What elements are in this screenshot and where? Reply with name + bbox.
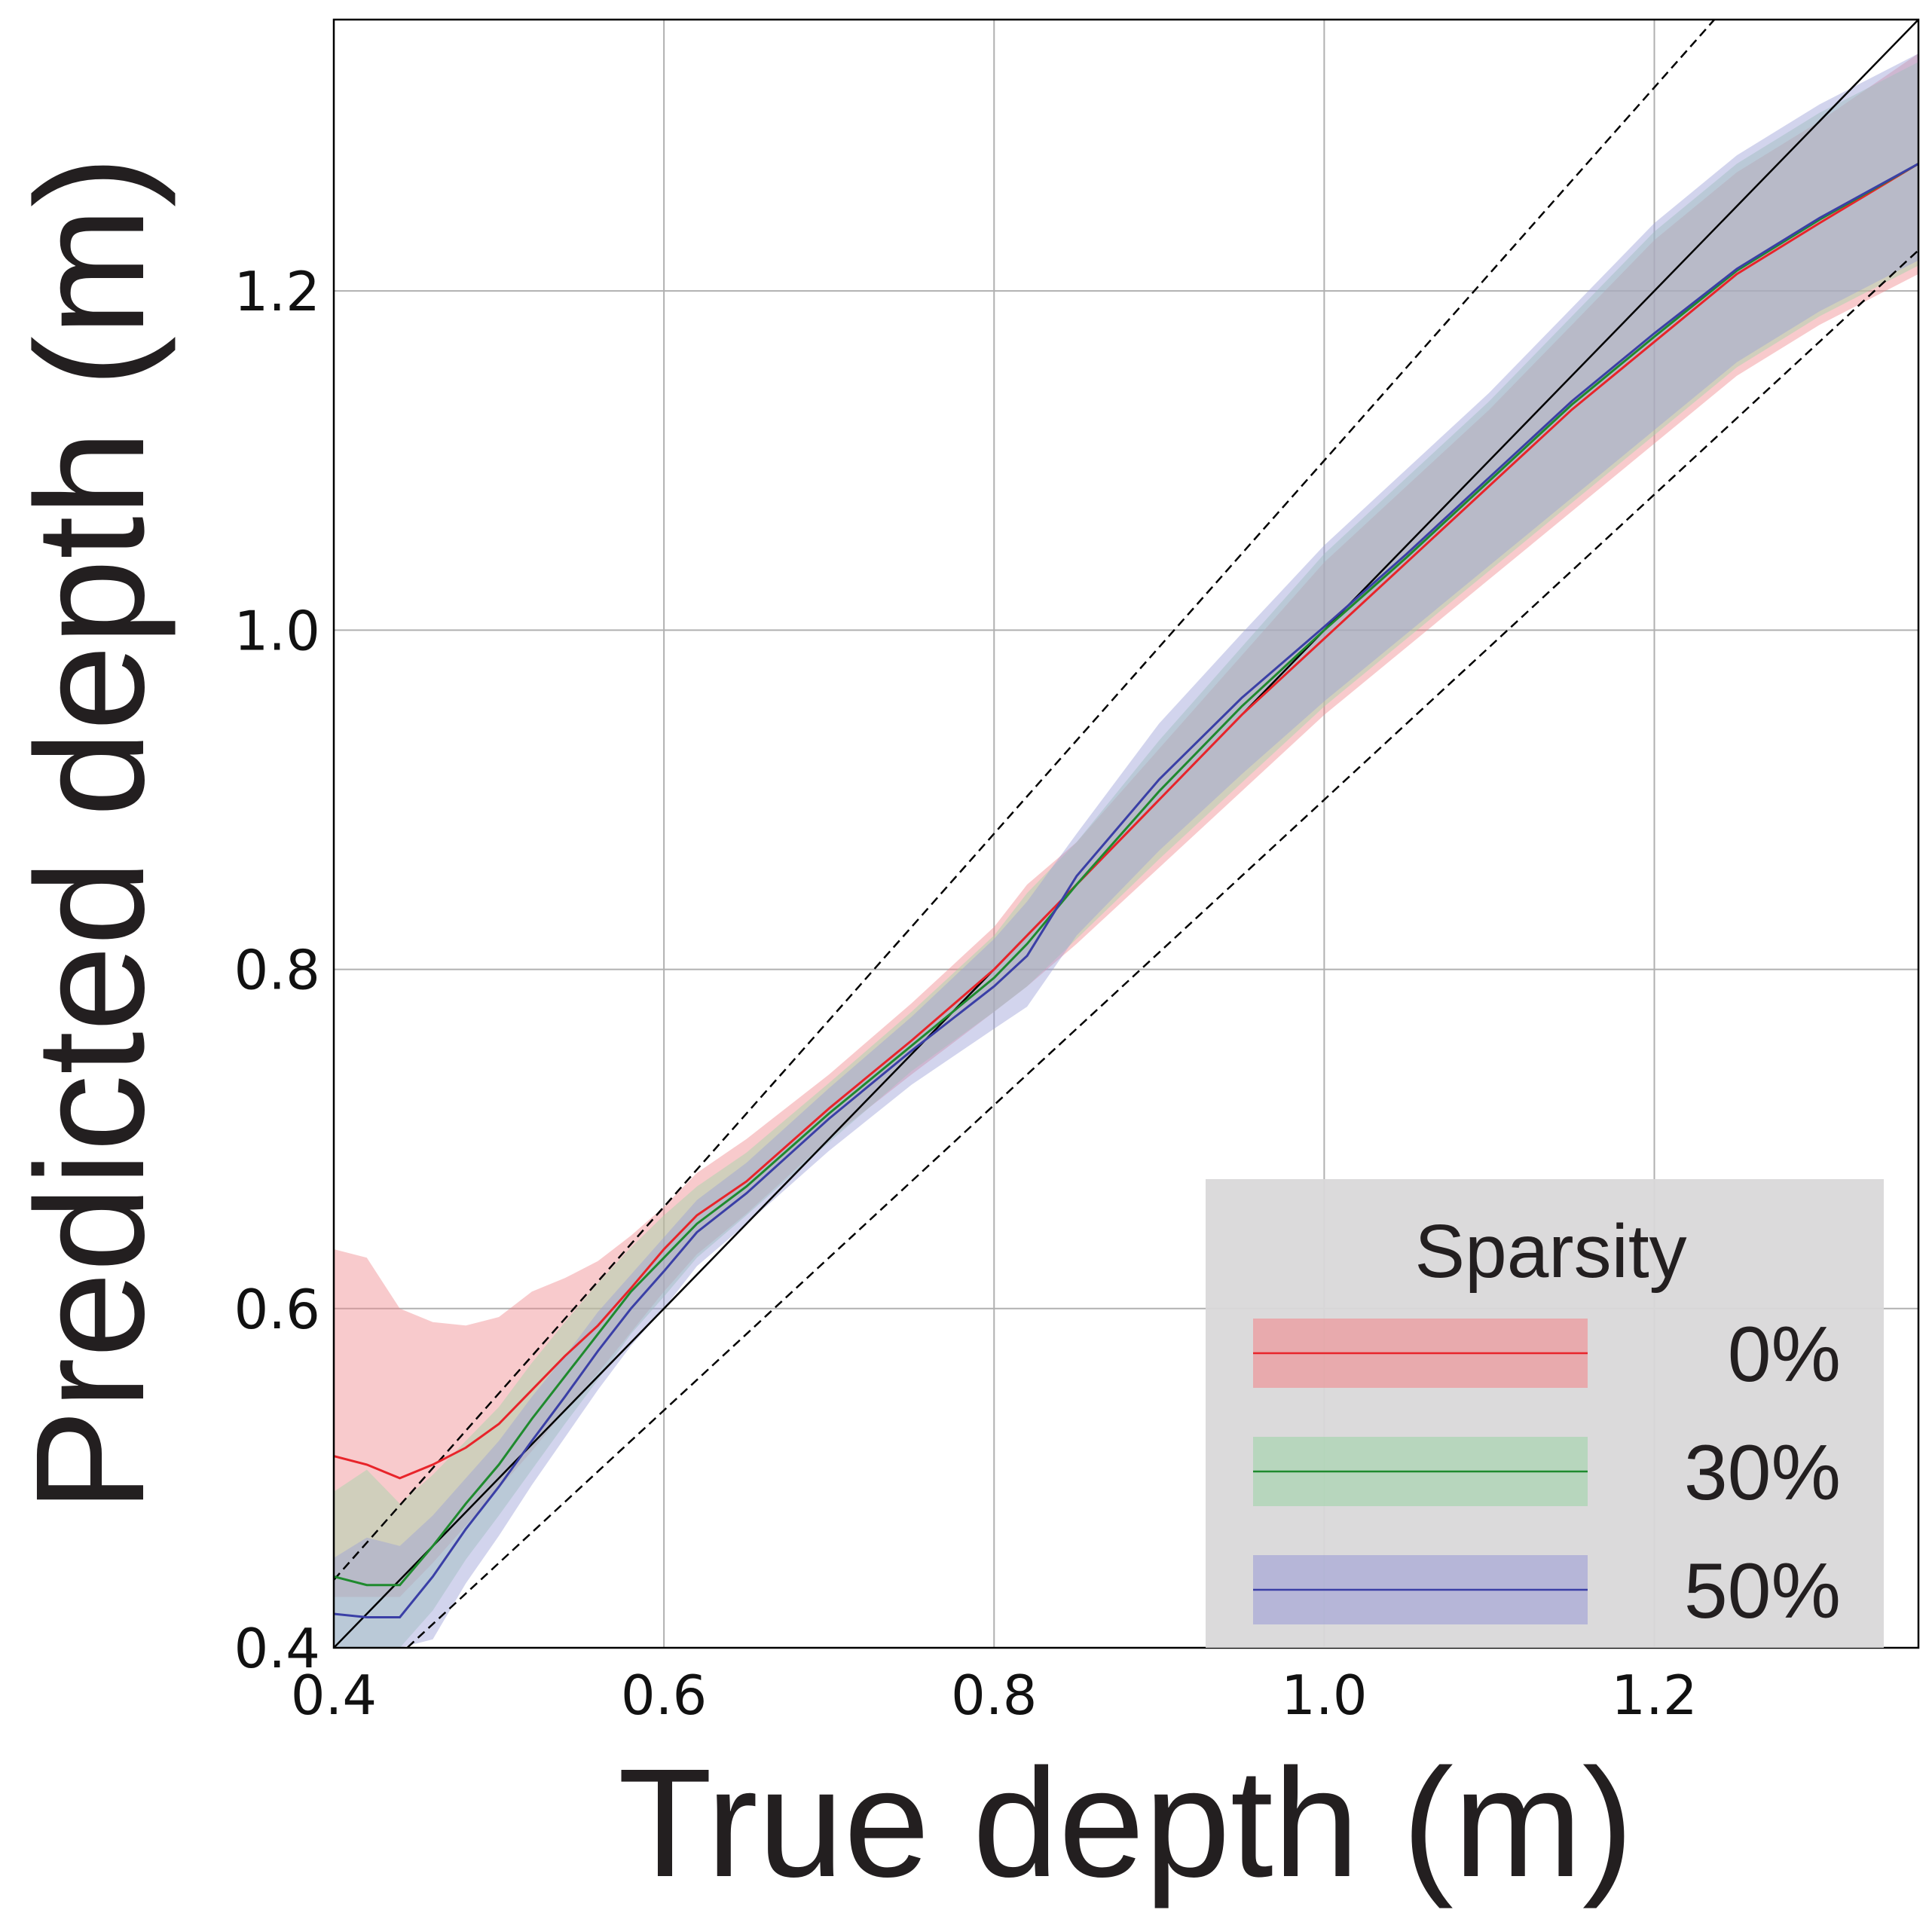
- legend-entries: 0% 30% 50%: [1253, 1311, 1841, 1635]
- x-tick-label: 0.4: [291, 1664, 378, 1727]
- confidence-bands: [334, 53, 1918, 1648]
- legend-label: 0%: [1728, 1311, 1841, 1398]
- y-tick-label: 0.4: [234, 1617, 320, 1680]
- reference-line-dashed: [405, 249, 1918, 1648]
- x-axis-title: True depth (m): [618, 1737, 1634, 1909]
- tick-labels: 0.4 0.6 0.8 1.0 1.2 0.4 0.6 0.8 1.0 1.2: [234, 260, 1697, 1727]
- series-line-0pct: [334, 163, 1918, 1480]
- y-tick-label: 0.8: [234, 939, 320, 1002]
- confidence-band-50pct: [334, 53, 1918, 1648]
- x-tick-label: 1.2: [1611, 1664, 1698, 1727]
- legend-label: 50%: [1684, 1548, 1841, 1635]
- confidence-band-30pct: [334, 62, 1918, 1648]
- reference-line-dashed: [334, 20, 1716, 1581]
- x-tick-label: 1.0: [1281, 1664, 1368, 1727]
- plot-frame: [332, 18, 1920, 1649]
- x-tick-label: 0.8: [951, 1664, 1038, 1727]
- y-tick-label: 1.0: [234, 599, 320, 662]
- legend: Sparsity 0% 30% 50%: [1206, 1179, 1884, 1648]
- legend-label: 30%: [1684, 1429, 1841, 1517]
- series-line-30pct: [334, 162, 1918, 1587]
- y-axis-title: Predicted depth (m): [4, 156, 176, 1512]
- legend-title: Sparsity: [1414, 1209, 1686, 1294]
- y-tick-label: 0.6: [234, 1278, 320, 1341]
- y-tick-label: 1.2: [234, 260, 320, 323]
- series-lines: [334, 162, 1918, 1618]
- x-tick-label: 0.6: [621, 1664, 708, 1727]
- series-line-50pct: [334, 162, 1918, 1618]
- confidence-band-0pct: [334, 53, 1918, 1597]
